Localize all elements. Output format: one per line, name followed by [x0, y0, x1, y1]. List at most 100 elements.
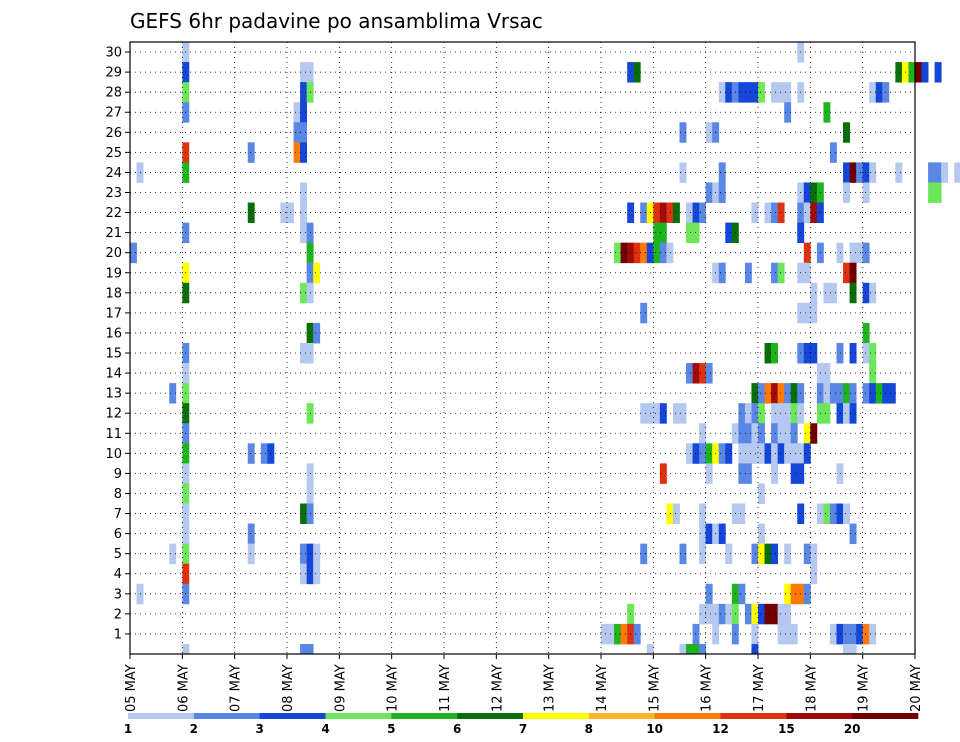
heatmap-cell — [829, 383, 837, 404]
heatmap-cell — [803, 302, 811, 324]
heatmap-cell — [300, 62, 308, 83]
heatmap-cell — [293, 122, 301, 143]
heatmap-cell — [849, 383, 857, 404]
y-tick-label: 5 — [114, 547, 122, 562]
heatmap-cell — [829, 282, 837, 304]
heatmap-cell — [744, 603, 752, 625]
heatmap-cell — [836, 403, 844, 424]
heatmap-cell — [705, 463, 713, 484]
heatmap-cell — [659, 463, 667, 484]
heatmap-cell — [869, 162, 877, 183]
heatmap-cell — [849, 242, 857, 264]
heatmap-cell — [751, 403, 759, 424]
heatmap-cell — [751, 423, 759, 444]
heatmap-cell — [725, 603, 733, 625]
heatmap-cell — [869, 342, 877, 364]
heatmap-cell — [784, 443, 792, 464]
heatmap-cell — [862, 322, 870, 344]
plot-frame — [129, 41, 916, 655]
heatmap-cell — [869, 623, 877, 645]
heatmap-cell — [640, 403, 648, 424]
heatmap-cell — [679, 403, 687, 424]
heatmap-cell — [738, 82, 746, 103]
heatmap-cell — [764, 202, 772, 223]
heatmap-cell — [725, 443, 733, 464]
heatmap-cell — [784, 603, 792, 625]
heatmap-cell — [738, 503, 746, 524]
heatmap-cell — [843, 623, 850, 645]
x-tick-label: 17 MAY — [752, 664, 767, 712]
heatmap-cell — [751, 82, 759, 103]
heatmap-cell — [280, 202, 288, 223]
colorbar-label: 3 — [255, 722, 263, 736]
heatmap-cell — [771, 423, 779, 444]
heatmap-cell — [659, 202, 667, 223]
y-tick-label: 21 — [105, 226, 122, 241]
heatmap-cell — [247, 142, 255, 163]
heatmap-cell — [614, 623, 622, 645]
heatmap-cell — [895, 162, 903, 183]
heatmap-cell — [300, 503, 308, 524]
heatmap-cell — [771, 383, 779, 404]
colorbar-label: 2 — [190, 722, 198, 736]
heatmap-cell — [934, 62, 942, 83]
heatmap-cell — [888, 383, 896, 404]
colorbar-segment — [720, 713, 787, 719]
heatmap-cell — [705, 122, 713, 143]
heatmap-cell — [679, 122, 687, 143]
y-tick-label: 9 — [114, 467, 122, 482]
heatmap-cell — [771, 603, 779, 625]
colorbar-segment — [457, 713, 524, 719]
heatmap-cell — [771, 262, 779, 284]
heatmap-cell — [777, 603, 785, 625]
heatmap-cell — [862, 342, 870, 364]
heatmap-cell — [941, 162, 949, 183]
heatmap-cell — [686, 222, 693, 244]
colorbar-label: 20 — [844, 722, 861, 736]
heatmap-cell — [300, 222, 308, 244]
heatmap-cell — [869, 282, 877, 304]
heatmap-cell — [862, 623, 870, 645]
heatmap-cell — [764, 543, 772, 565]
heatmap-cell — [300, 342, 308, 364]
heatmap-cell — [862, 162, 870, 183]
heatmap-cell — [686, 202, 693, 223]
heatmap-cell — [790, 383, 798, 404]
heatmap-cell — [666, 242, 674, 264]
heatmap-cell — [692, 202, 700, 223]
colorbar-label: 10 — [646, 722, 663, 736]
y-tick-label: 3 — [114, 587, 122, 602]
heatmap-cell — [764, 342, 772, 364]
heatmap-cell — [849, 262, 857, 284]
heatmap-cell — [607, 623, 615, 645]
x-tick-label: 15 MAY — [647, 664, 662, 712]
heatmap-cell — [856, 623, 864, 645]
heatmap-cell — [313, 262, 321, 284]
heatmap-cell — [300, 563, 308, 585]
heatmap-cell — [836, 623, 844, 645]
heatmap-cell — [758, 82, 765, 103]
heatmap-cell — [300, 202, 308, 223]
heatmap-cell — [843, 122, 850, 143]
heatmap-cell — [895, 62, 903, 83]
colorbar-label: 7 — [519, 722, 527, 736]
heatmap-cell — [790, 623, 798, 645]
heatmap-cell — [836, 463, 844, 484]
heatmap-cell — [247, 543, 255, 565]
heatmap-cell — [169, 543, 177, 565]
heatmap-cell — [758, 443, 765, 464]
y-tick-label: 8 — [114, 487, 122, 502]
heatmap-cell — [260, 443, 268, 464]
heatmap-cell — [777, 443, 785, 464]
heatmap-cell — [849, 643, 857, 655]
heatmap-cell — [699, 363, 707, 384]
heatmap-cell — [836, 503, 844, 524]
heatmap-cell — [738, 463, 746, 484]
heatmap-cell — [777, 623, 785, 645]
heatmap-cell — [718, 603, 726, 625]
heatmap-cell — [633, 62, 641, 83]
colorbar-legend: 1 2 3 4 5 6 7 8 10 12 15 20 — [124, 713, 919, 736]
y-axis: 1234567891011121314151617181920212223242… — [105, 46, 130, 642]
colorbar-segment — [588, 713, 655, 719]
